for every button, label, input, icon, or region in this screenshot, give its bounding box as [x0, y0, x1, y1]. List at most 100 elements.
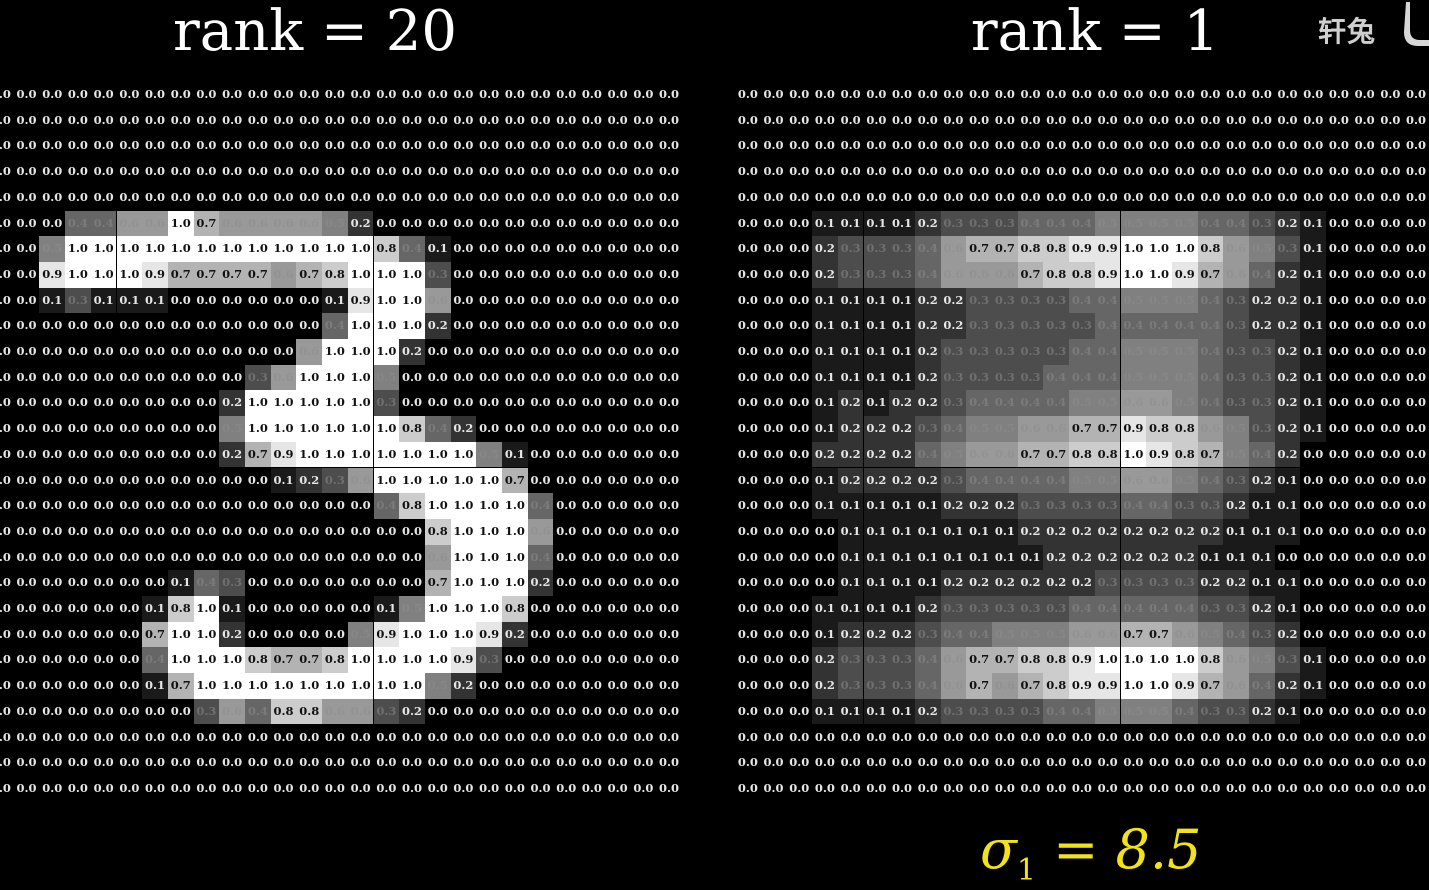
rank20-pixel-cell: 0.0	[65, 775, 91, 802]
rank20-pixel-cell: 1.0	[90, 236, 117, 262]
rank20-pixel-cell: 0.0	[90, 107, 117, 134]
rank20-pixel-cell: 0.0	[656, 159, 682, 185]
rank20-pixel-cell: 0.0	[424, 82, 451, 108]
rank1-pixel-cell: 0.0	[1146, 107, 1172, 134]
rank20-pixel-cell: 0.0	[245, 82, 271, 108]
rank1-pixel-cell: 0.0	[1223, 750, 1249, 776]
rank20-pixel-cell: 0.0	[65, 698, 91, 725]
rank1-pixel-cell: 0.0	[1326, 82, 1352, 108]
rank20-pixel-cell: 0.0	[424, 750, 451, 776]
rank20-pixel-cell: 0.9	[476, 621, 502, 648]
rank20-pixel-cell: 0.0	[90, 775, 117, 802]
rank1-pixel-cell: 0.3	[1094, 493, 1121, 519]
rank20-pixel-cell: 0.0	[527, 261, 554, 288]
rank20-pixel-cell: 0.7	[296, 647, 323, 674]
rank1-pixel-cell: 0.0	[735, 750, 761, 776]
rank1-pixel-cell: 0.0	[1300, 441, 1327, 468]
rank1-pixel-cell: 0.5	[1120, 287, 1147, 314]
rank1-pixel-cell: 0.6	[1223, 236, 1249, 262]
rank1-pixel-cell: 0.4	[966, 621, 992, 648]
rank1-pixel-cell: 0.0	[735, 82, 761, 108]
rank20-pixel-cell: 0.0	[630, 570, 657, 596]
rank20-pixel-cell: 1.0	[65, 236, 91, 262]
rank20-pixel-cell: 0.0	[167, 775, 194, 802]
rank1-pixel-cell: 0.5	[940, 441, 967, 468]
rank20-pixel-cell: 0.0	[656, 570, 682, 596]
rank1-pixel-cell: 0.0	[1403, 133, 1429, 160]
rank1-pixel-cell: 0.0	[1171, 107, 1198, 134]
watermark-logo: 轩兔	[1318, 15, 1377, 48]
rank1-pixel-cell: 0.0	[863, 107, 890, 134]
rank20-pixel-cell: 0.0	[13, 698, 40, 725]
rank1-pixel-cell: 0.3	[1017, 698, 1044, 725]
rank1-pixel-cell: 0.0	[786, 159, 813, 185]
rank20-pixel-cell: 0.0	[0, 107, 14, 134]
rank1-pixel-cell: 0.2	[940, 493, 967, 519]
rank20-pixel-cell: 1.0	[450, 518, 477, 545]
rank1-pixel-cell: 0.0	[1326, 775, 1352, 802]
rank1-pixel-cell: 0.3	[992, 364, 1018, 391]
rank20-pixel-cell: 0.0	[450, 287, 477, 314]
rank20-pixel-cell: 1.0	[450, 570, 477, 596]
rank1-pixel-cell: 0.1	[837, 287, 864, 314]
rank20-pixel-cell: 1.0	[90, 261, 117, 288]
rank1-pixel-cell: 0.2	[1249, 287, 1275, 314]
rank20-pixel-cell: 0.0	[0, 467, 14, 494]
rank20-pixel-cell: 0.0	[116, 673, 143, 699]
rank20-pixel-cell: 0.0	[450, 159, 477, 185]
rank20-pixel-cell: 0.0	[604, 698, 631, 725]
rank20-pixel-cell: 0.0	[142, 82, 168, 108]
rank20-pixel-cell: 0.0	[656, 184, 682, 211]
rank1-pixel-cell: 0.0	[1300, 159, 1327, 185]
rank20-pixel-cell: 0.0	[630, 107, 657, 134]
rank20-pixel-cell: 0.0	[553, 313, 580, 339]
rank20-pixel-cell: 0.0	[167, 390, 194, 417]
rank20-pixel-cell: 0.9	[39, 261, 66, 288]
rank20-pixel-cell: 0.0	[604, 467, 631, 494]
rank1-pixel-cell: 0.0	[1300, 570, 1327, 596]
rank1-pixel-cell: 0.0	[1223, 184, 1249, 211]
rank1-pixel-cell: 0.0	[863, 775, 890, 802]
rank1-pixel-cell: 0.3	[1094, 570, 1121, 596]
rank20-pixel-cell: 0.0	[347, 724, 374, 751]
rank1-pixel-cell: 0.0	[786, 390, 813, 417]
rank20-pixel-cell: 1.0	[193, 596, 220, 622]
rank20-pixel-cell: 0.1	[142, 673, 168, 699]
rank20-pixel-cell: 0.0	[553, 210, 580, 237]
rank20-pixel-cell: 1.0	[450, 596, 477, 622]
rank20-pixel-cell: 0.0	[553, 364, 580, 391]
rank1-pixel-cell: 0.0	[786, 107, 813, 134]
rank1-pixel-cell: 0.0	[1069, 159, 1095, 185]
rank1-pixel-cell: 0.0	[760, 261, 787, 288]
rank1-pixel-cell: 0.0	[1249, 724, 1275, 751]
rank1-pixel-cell: 0.0	[914, 82, 941, 108]
rank20-pixel-cell: 0.6	[219, 698, 245, 725]
rank20-pixel-cell: 0.0	[245, 339, 271, 365]
rank1-pixel-cell: 0.7	[1197, 261, 1224, 288]
rank1-pixel-cell: 0.3	[1017, 339, 1044, 365]
rank1-pixel-cell: 0.0	[735, 441, 761, 468]
rank20-pixel-cell: 0.0	[502, 364, 528, 391]
rank1-pixel-cell: 0.5	[1094, 467, 1121, 494]
rank1-pixel-cell: 0.0	[1326, 441, 1352, 468]
rank20-pixel-cell: 0.0	[656, 724, 682, 751]
rank20-pixel-cell: 0.0	[424, 210, 451, 237]
rank20-pixel-cell: 0.0	[579, 210, 605, 237]
rank20-pixel-cell: 0.0	[476, 133, 502, 160]
rank1-pixel-cell: 0.1	[863, 570, 890, 596]
rank1-pixel-cell: 0.4	[1043, 364, 1070, 391]
rank20-pixel-cell: 0.0	[373, 184, 400, 211]
rank1-pixel-cell: 0.0	[1146, 133, 1172, 160]
rank1-pixel-cell: 0.0	[889, 750, 915, 776]
rank1-pixel-cell: 0.2	[889, 621, 915, 648]
rank1-pixel-cell: 0.2	[914, 287, 941, 314]
rank1-pixel-cell: 0.4	[1197, 467, 1224, 494]
rank1-pixel-cell: 0.0	[760, 647, 787, 674]
rank20-pixel-cell: 0.0	[193, 287, 220, 314]
rank1-pixel-cell: 0.0	[786, 133, 813, 160]
rank20-pixel-cell: 0.0	[13, 133, 40, 160]
rank1-pixel-cell: 0.9	[1069, 647, 1095, 674]
rank1-pixel-cell: 0.4	[1069, 287, 1095, 314]
rank1-pixel-cell: 0.5	[1249, 236, 1275, 262]
rank1-pixel-cell: 0.0	[1351, 390, 1378, 417]
